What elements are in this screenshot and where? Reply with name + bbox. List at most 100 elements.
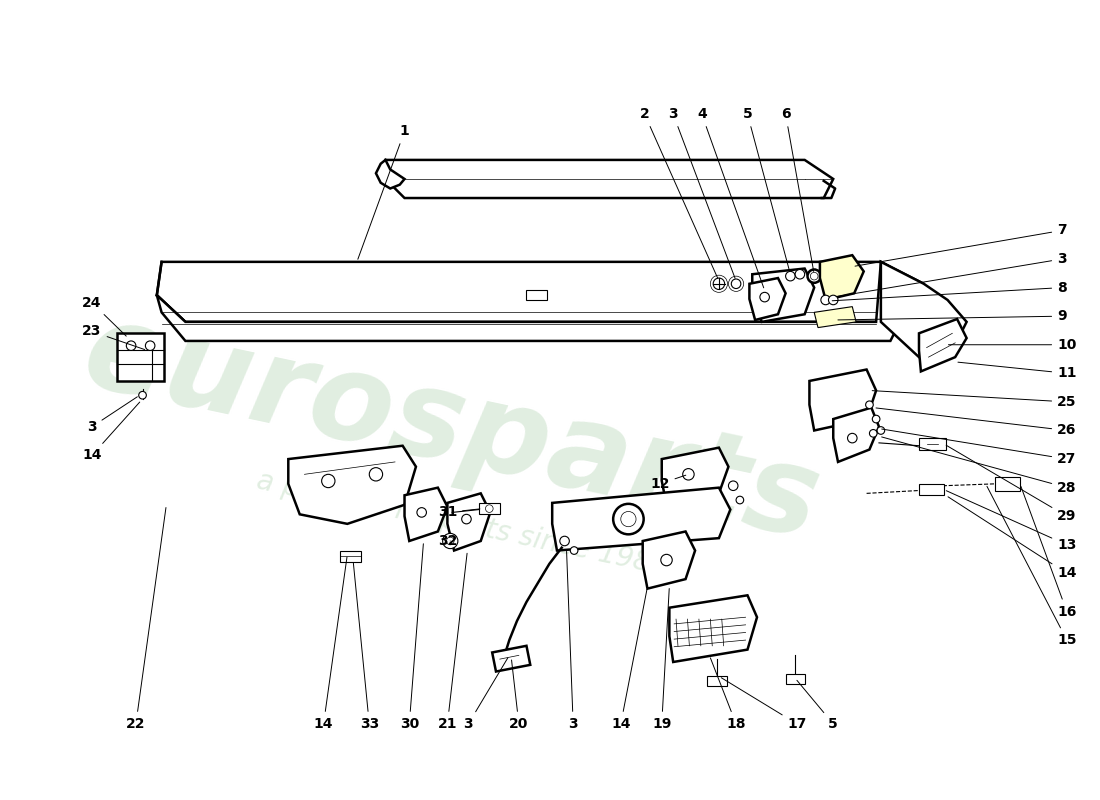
Circle shape [485,505,493,513]
Polygon shape [405,488,448,541]
Text: 14: 14 [948,497,1077,580]
Text: 2: 2 [640,107,718,278]
Polygon shape [448,494,491,550]
Circle shape [560,536,570,546]
Polygon shape [820,255,864,300]
Text: 4: 4 [697,107,763,288]
Bar [918,484,944,495]
Text: 18: 18 [711,658,746,731]
Circle shape [732,279,740,289]
Bar [996,477,1020,490]
Text: 1: 1 [358,124,409,259]
Bar [478,503,499,514]
Text: 31: 31 [438,506,480,519]
Text: 32: 32 [438,534,458,548]
Text: 3: 3 [463,658,508,731]
Polygon shape [157,262,924,322]
Polygon shape [918,319,967,371]
Circle shape [570,546,578,554]
Text: 3: 3 [836,252,1067,297]
Polygon shape [117,334,164,381]
Circle shape [877,426,884,434]
Circle shape [442,534,458,549]
Circle shape [145,341,155,350]
Text: 26: 26 [876,408,1077,438]
Text: 25: 25 [872,390,1077,409]
Text: 9: 9 [838,309,1067,323]
Circle shape [821,295,830,305]
Text: 28: 28 [882,437,1077,494]
Text: a passion for parts since 1985: a passion for parts since 1985 [253,466,670,581]
Circle shape [872,415,880,423]
Polygon shape [814,306,856,327]
Polygon shape [385,160,833,198]
Text: 5: 5 [796,680,838,731]
Circle shape [728,481,738,490]
Circle shape [807,270,821,283]
Circle shape [683,469,694,480]
Text: 7: 7 [855,223,1067,266]
Circle shape [785,271,795,281]
Circle shape [736,496,744,504]
Bar [340,550,361,562]
Bar [918,438,946,450]
Polygon shape [376,160,405,189]
Circle shape [126,341,136,350]
Text: 16: 16 [1021,486,1077,618]
Bar [707,676,726,686]
Text: 15: 15 [987,486,1077,647]
Circle shape [795,270,805,279]
Polygon shape [833,408,879,462]
Text: 11: 11 [958,362,1077,380]
Polygon shape [749,278,785,320]
Circle shape [828,295,838,305]
Circle shape [713,278,725,290]
Text: 5: 5 [742,107,790,271]
Text: 22: 22 [126,507,166,731]
Text: 12: 12 [650,475,685,491]
Text: 17: 17 [722,678,806,731]
Polygon shape [642,531,695,589]
Text: 21: 21 [438,554,468,731]
Text: 10: 10 [948,338,1077,352]
Text: 3: 3 [669,107,735,278]
Text: eurosparts: eurosparts [74,294,830,564]
Text: 13: 13 [946,490,1077,552]
Text: 29: 29 [946,446,1077,523]
Text: 3: 3 [566,551,578,731]
Text: 27: 27 [882,429,1077,466]
Bar [527,290,548,300]
Text: 14: 14 [314,557,346,731]
Polygon shape [881,262,967,357]
Circle shape [613,504,644,534]
Text: 24: 24 [82,296,126,336]
Text: 19: 19 [652,589,671,731]
Polygon shape [810,370,876,430]
Polygon shape [492,646,530,671]
Polygon shape [288,446,416,524]
Text: 14: 14 [82,402,140,462]
Circle shape [847,434,857,443]
Circle shape [139,391,146,399]
Polygon shape [662,448,728,505]
Bar [785,674,805,684]
Circle shape [661,554,672,566]
Circle shape [760,292,769,302]
Text: 33: 33 [353,563,378,731]
Text: 20: 20 [509,660,528,731]
Circle shape [370,468,383,481]
Circle shape [321,474,336,488]
Circle shape [866,401,873,409]
Text: 23: 23 [82,325,145,350]
Circle shape [462,514,471,524]
Text: 3: 3 [87,397,138,434]
Text: 6: 6 [781,107,814,271]
Text: 14: 14 [610,590,647,731]
Circle shape [417,508,427,517]
Polygon shape [752,269,814,322]
Polygon shape [157,262,918,341]
Text: 30: 30 [399,544,424,731]
Circle shape [869,430,877,437]
Polygon shape [670,595,757,662]
Text: 8: 8 [833,281,1067,301]
